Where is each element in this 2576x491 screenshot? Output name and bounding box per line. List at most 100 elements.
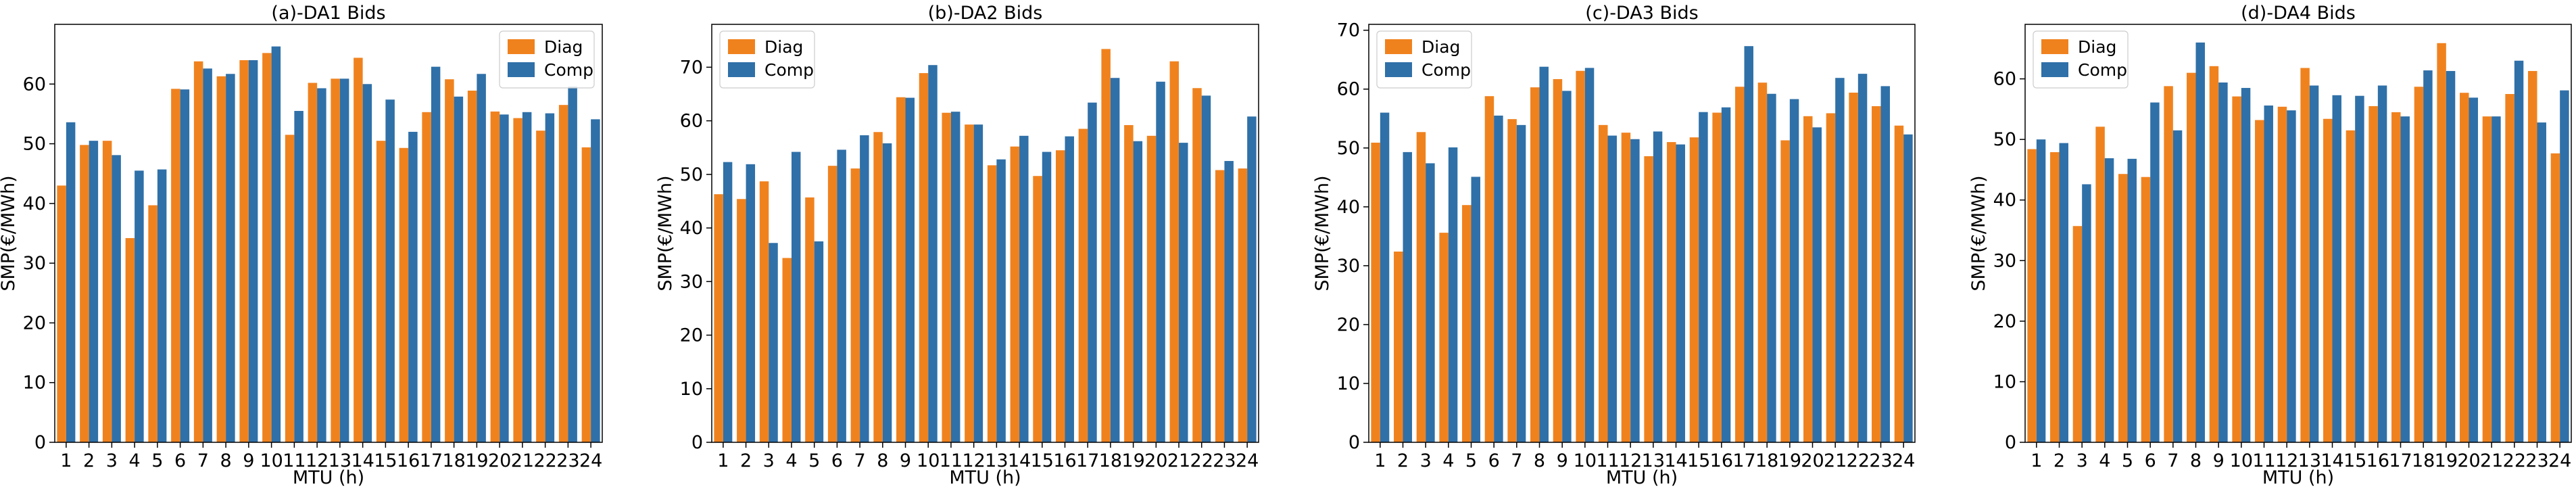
y-tick-label: 60: [23, 74, 46, 95]
y-tick-label: 20: [23, 312, 46, 333]
bar-diag-20: [1803, 116, 1813, 443]
y-tick-label: 10: [23, 373, 46, 394]
bar-comp-6: [180, 89, 190, 443]
bar-comp-2: [746, 164, 756, 443]
x-tick-label: 5: [1465, 450, 1477, 471]
bar-diag-14: [1010, 146, 1020, 442]
x-tick-label: 23: [1869, 450, 1892, 471]
x-tick-label: 10: [2230, 450, 2253, 471]
bar-comp-2: [2059, 143, 2068, 443]
bar-diag-20: [2460, 93, 2469, 442]
y-tick-label: 40: [680, 218, 703, 239]
x-tick-label: 24: [579, 450, 602, 471]
bar-comp-21: [522, 112, 532, 442]
x-tick-label: 24: [2548, 450, 2571, 471]
bar-comp-23: [2537, 122, 2546, 442]
bar-diag-19: [1780, 140, 1790, 442]
legend-swatch-comp: [2041, 62, 2068, 77]
bar-diag-22: [1192, 88, 1202, 442]
bar-comp-6: [1494, 115, 1503, 443]
bar-comp-4: [791, 151, 801, 442]
bar-comp-11: [294, 111, 303, 442]
bar-diag-6: [1484, 96, 1494, 442]
plot-frame: [711, 24, 1259, 443]
x-tick-label: 5: [2122, 450, 2133, 471]
bar-diag-10: [1576, 70, 1585, 442]
legend: Diag Comp: [2033, 30, 2129, 89]
x-tick-label: 12: [2275, 450, 2298, 471]
bar-diag-1: [2027, 149, 2037, 442]
x-tick-label: 17: [420, 450, 443, 471]
plot-frame: [2024, 24, 2572, 443]
bar-comp-11: [2264, 106, 2273, 442]
bar-diag-4: [2095, 126, 2105, 442]
bar-comp-13: [996, 159, 1006, 442]
y-axis-label: SMP(€/MWh): [655, 175, 676, 291]
x-tick-label: 6: [174, 450, 186, 471]
x-tick-label: 6: [2145, 450, 2156, 471]
x-tick-label: 13: [2298, 450, 2321, 471]
bar-diag-8: [873, 132, 883, 442]
x-tick-label: 15: [374, 450, 397, 471]
x-tick-label: 18: [1099, 450, 1122, 471]
bar-diag-8: [216, 76, 226, 442]
x-tick-label: 22: [1190, 450, 1213, 471]
legend-label-diag: Diag: [544, 37, 583, 57]
bar-comp-1: [66, 122, 76, 443]
bar-comp-3: [769, 243, 778, 442]
bar-diag-7: [193, 61, 203, 443]
bar-diag-12: [2277, 106, 2287, 442]
x-tick-label: 13: [985, 450, 1008, 471]
bar-diag-12: [965, 124, 974, 442]
x-tick-label: 16: [2366, 450, 2389, 471]
y-tick-label: 10: [1993, 371, 2016, 392]
x-tick-label: 5: [808, 450, 820, 471]
x-tick-label: 7: [2167, 450, 2179, 471]
x-tick-label: 10: [1574, 450, 1597, 471]
legend-swatch-diag: [728, 39, 755, 54]
y-tick-label: 0: [34, 432, 46, 453]
bar-comp-12: [1630, 139, 1640, 443]
chart-title: (b)-DA2 Bids: [928, 3, 1043, 24]
bar-diag-24: [1238, 168, 1248, 442]
x-tick-label: 21: [2480, 450, 2503, 471]
x-tick-label: 14: [1664, 450, 1687, 471]
x-tick-label: 11: [2252, 450, 2275, 471]
legend-swatch-diag: [508, 39, 535, 54]
x-tick-label: 20: [2457, 450, 2480, 471]
x-axis-label: MTU (h): [1606, 467, 1678, 488]
bar-diag-12: [1621, 133, 1631, 442]
bar-diag-3: [759, 181, 769, 442]
x-tick-label: 24: [1236, 450, 1259, 471]
x-tick-label: 19: [2435, 450, 2458, 471]
x-tick-label: 13: [329, 450, 351, 471]
legend-label-comp: Comp: [544, 60, 593, 80]
x-tick-label: 11: [940, 450, 963, 471]
chart-title: (d)-DA4 Bids: [2241, 3, 2356, 24]
bar-diag-5: [148, 205, 157, 442]
bar-diag-11: [1599, 124, 1608, 442]
bar-diag-13: [331, 78, 340, 443]
y-tick-label: 30: [680, 271, 703, 292]
x-tick-label: 16: [1053, 450, 1076, 471]
bar-diag-16: [1056, 150, 1065, 442]
bar-diag-22: [2505, 94, 2514, 442]
bar-diag-21: [1826, 113, 1836, 442]
bar-comp-19: [477, 74, 486, 442]
x-tick-label: 6: [831, 450, 843, 471]
bar-comp-11: [950, 112, 961, 442]
bar-comp-23: [1880, 86, 1890, 442]
bar-diag-22: [536, 131, 545, 442]
y-tick-label: 50: [23, 134, 46, 155]
x-tick-label: 15: [1031, 450, 1054, 471]
bar-diag-11: [2255, 120, 2264, 442]
bar-diag-10: [262, 53, 272, 442]
x-tick-label: 4: [2099, 450, 2110, 471]
bar-comp-18: [1110, 78, 1120, 443]
bar-diag-4: [782, 258, 792, 442]
bar-diag-5: [805, 197, 815, 442]
bar-diag-9: [896, 97, 906, 442]
y-tick-label: 50: [1993, 129, 2016, 150]
